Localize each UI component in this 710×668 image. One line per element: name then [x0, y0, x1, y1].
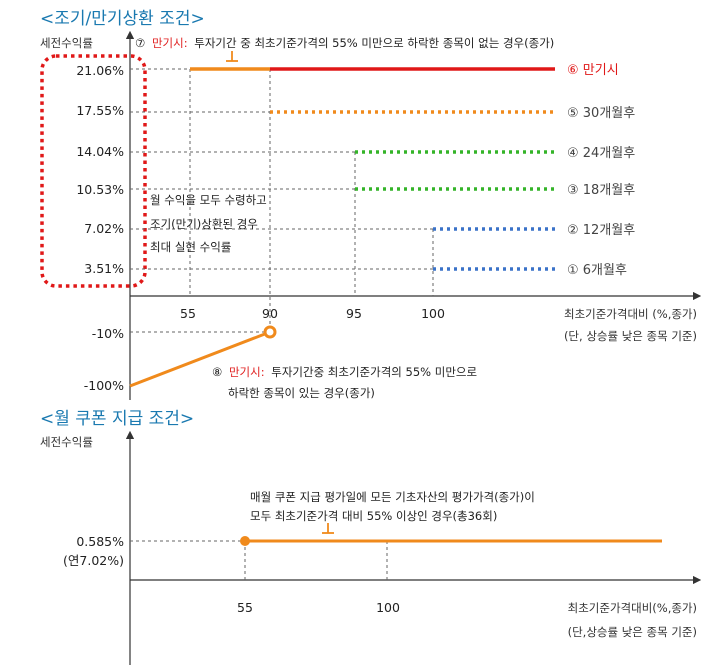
- chart1-title: <조기/만기상환 조건>: [40, 9, 205, 29]
- chart1-xtick-55: 55: [180, 306, 196, 321]
- middle-annotation-line2: 조기(만기)상환된 경우: [150, 217, 258, 231]
- chart1-ytick-1755: 17.55%: [76, 103, 124, 118]
- chart2-annotation-line2: 모두 최초기준가격 대비 55% 이상인 경우(총36회): [250, 509, 497, 523]
- chart1-bottom-annotation-num: ⑧: [212, 365, 222, 379]
- chart1-bottom-annotation-red: 만기시:: [229, 365, 265, 379]
- chart1-ylabel: 세전수익률: [40, 36, 93, 50]
- chart1-bottom-annotation-line2: 하락한 종목이 있는 경우(종가): [228, 386, 375, 400]
- chart1-ytick-2106: 21.06%: [76, 63, 124, 78]
- chart1-top-annotation-red: 만기시:: [152, 36, 188, 50]
- loss-segment-endpoint: [263, 325, 277, 339]
- chart1-ytick-702: 7.02%: [84, 221, 124, 236]
- chart1-bottom-annotation-line1: 투자기간중 최초기준가격의 55% 미만으로: [271, 365, 477, 379]
- chart2-xtick-100: 100: [376, 600, 400, 615]
- middle-annotation-line3: 최대 실현 수익률: [150, 240, 231, 254]
- series-loss-segment: [129, 330, 271, 388]
- chart1-xlabel: 최초기준가격대비 (%,종가): [564, 307, 697, 321]
- chart1-ytick-minus10: -10%: [92, 326, 124, 341]
- chart2-ytick-0585: 0.585%: [76, 534, 124, 549]
- chart2-xtick-55: 55: [237, 600, 253, 615]
- chart1-xtick-95: 95: [346, 306, 362, 321]
- label-maturity: ⑥ 만기시: [567, 63, 619, 78]
- label-6m: ① 6개월후: [567, 263, 627, 278]
- chart1-top-annotation-text: 투자기간 중 최초기준가격의 55% 미만으로 하락한 종목이 없는 경우(종가…: [194, 36, 554, 50]
- chart1-ytick-minus100: -100%: [84, 378, 124, 393]
- label-30m: ⑤ 30개월후: [567, 106, 635, 121]
- chart2-ylabel: 세전수익률: [40, 435, 93, 449]
- chart2-helper-lines: [130, 540, 388, 580]
- chart2-xlabel-note: (단,상승률 낮은 종목 기준): [568, 625, 697, 639]
- label-24m: ④ 24개월후: [567, 146, 635, 161]
- chart1-ytick-351: 3.51%: [84, 261, 124, 276]
- chart2-title: <월 쿠폰 지급 조건>: [40, 409, 194, 429]
- chart1-xtick-100: 100: [421, 306, 445, 321]
- coupon-startpoint: [240, 536, 250, 546]
- chart1-bottom-annotation: ⑧ 만기시: 투자기간중 최초기준가격의 55% 미만으로: [212, 365, 477, 379]
- chart1-xlabel-note: (단, 상승률 낮은 종목 기준): [564, 329, 697, 343]
- middle-annotation-line1: 월 수익을 모두 수령하고: [150, 193, 267, 207]
- chart1-top-annotation-num: ⑦: [135, 36, 145, 50]
- chart2-annotation-line1: 매월 쿠폰 지급 평가일에 모든 기초자산의 평가가격(종가)이: [250, 490, 535, 504]
- chart1-highlight-box: [40, 54, 147, 288]
- label-18m: ③ 18개월후: [567, 183, 635, 198]
- label-12m: ② 12개월후: [567, 223, 635, 238]
- chart2-ytick-annual: (연7.02%): [63, 553, 124, 568]
- chart1-top-annotation: ⑦ 만기시: 투자기간 중 최초기준가격의 55% 미만으로 하락한 종목이 없…: [135, 36, 554, 50]
- chart1-ytick-1404: 14.04%: [76, 144, 124, 159]
- chart1-ytick-1053: 10.53%: [76, 182, 124, 197]
- chart1-xtick-90: 90: [262, 306, 278, 321]
- chart2-xlabel: 최초기준가격대비(%,종가): [568, 601, 697, 615]
